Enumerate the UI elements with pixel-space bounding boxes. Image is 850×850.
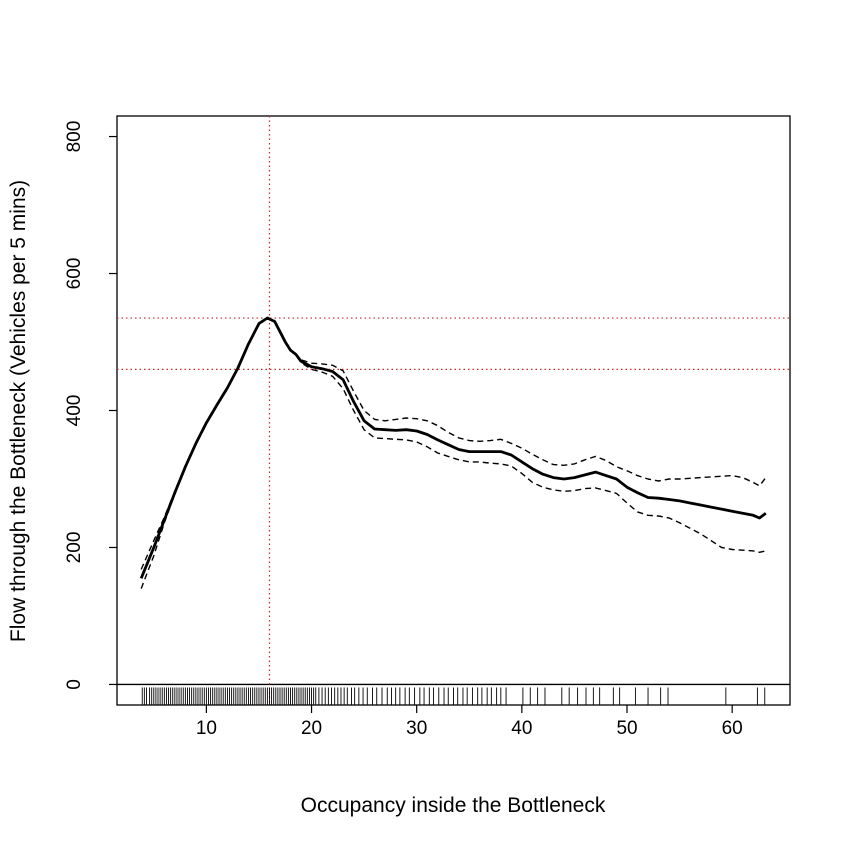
- y-tick-label-4: 800: [64, 121, 85, 153]
- confidence-band-line-1: [140, 316, 767, 570]
- plot-area: [116, 115, 791, 706]
- y-tick-label-1: 200: [64, 532, 85, 564]
- x-tick-label-3: 40: [511, 718, 532, 739]
- x-tick-label-1: 20: [301, 718, 322, 739]
- x-tick-label-5: 60: [722, 718, 743, 739]
- y-tick-label-3: 600: [64, 258, 85, 290]
- confidence-band-line-2: [140, 318, 766, 589]
- x-tick-label-2: 30: [406, 718, 427, 739]
- x-axis-title: Occupancy inside the Bottleneck: [301, 794, 606, 817]
- y-tick-label-0: 0: [64, 679, 85, 690]
- plot-frame: [116, 115, 791, 706]
- fit-line: [139, 316, 767, 579]
- y-axis: 0 200 400 600 800: [64, 121, 117, 690]
- x-tick-label-0: 10: [196, 718, 217, 739]
- y-tick-label-2: 400: [64, 395, 85, 427]
- x-axis: 10 20 30 40 50 60: [196, 705, 743, 739]
- y-axis-title: Flow through the Bottleneck (Vehicles pe…: [7, 180, 30, 642]
- x-tick-label-4: 50: [616, 718, 637, 739]
